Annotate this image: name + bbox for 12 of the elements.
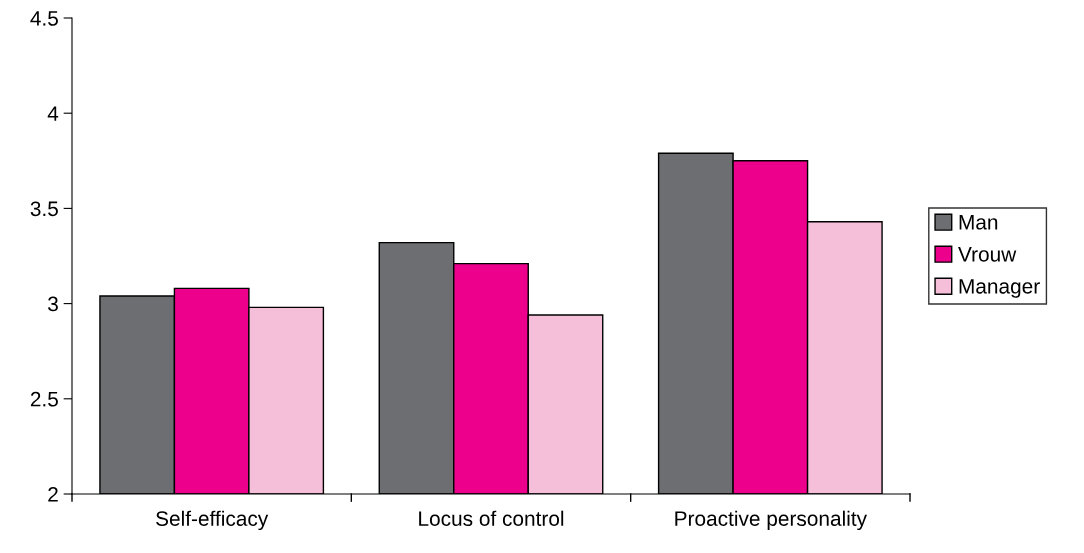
y-tick-label: 4 — [47, 106, 59, 121]
legend-label: Vrouw — [958, 247, 1017, 262]
y-tick-label: 2 — [48, 487, 58, 502]
legend-label: Manager — [959, 279, 1040, 298]
y-tick-label: 3.5 — [30, 201, 58, 217]
x-tick-label: Proactive personality — [675, 510, 867, 531]
legend-label: Man — [959, 215, 998, 230]
x-tick-label: Locus of control — [419, 510, 564, 526]
x-tick-label: Self-efficacy — [156, 510, 269, 531]
y-tick-label: 2.5 — [30, 391, 58, 407]
y-tick-label: 4.5 — [30, 11, 58, 26]
y-tick-label: 3 — [48, 296, 58, 312]
